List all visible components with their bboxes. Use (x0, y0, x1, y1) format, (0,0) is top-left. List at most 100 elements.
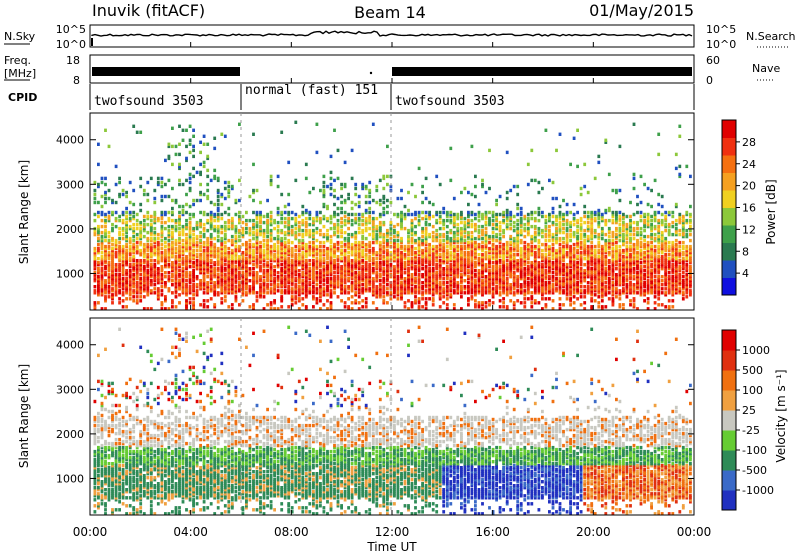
data-cell (220, 253, 224, 257)
data-cell (213, 289, 217, 293)
data-cell (431, 257, 435, 261)
data-cell (526, 265, 530, 269)
data-cell (322, 180, 326, 185)
data-cell (245, 291, 248, 295)
data-cell (209, 218, 213, 223)
data-cell (428, 261, 431, 265)
data-cell (336, 285, 340, 289)
data-cell (488, 240, 491, 245)
data-cell (333, 263, 336, 267)
data-cell (460, 212, 463, 217)
data-cell (548, 228, 551, 233)
data-cell (537, 263, 541, 267)
data-cell (241, 291, 245, 295)
data-cell (181, 251, 185, 255)
data-cell (304, 251, 308, 255)
data-cell (241, 263, 245, 267)
data-cell (526, 269, 530, 273)
data-cell (410, 267, 414, 271)
data-cell (533, 232, 537, 237)
data-cell (505, 248, 509, 253)
data-cell (488, 220, 491, 225)
data-cell (368, 242, 372, 247)
data-cell (340, 287, 343, 291)
data-cell (389, 285, 393, 289)
data-cell (340, 216, 343, 221)
data-cell (519, 238, 523, 243)
data-cell (252, 230, 255, 235)
data-cell (354, 263, 358, 267)
data-cell (343, 198, 347, 203)
data-cell (93, 273, 97, 277)
data-cell (533, 259, 537, 263)
data-cell (474, 279, 477, 283)
data-cell (118, 253, 121, 257)
data-cell (132, 279, 136, 283)
data-cell (192, 144, 195, 149)
data-cell (245, 259, 248, 263)
data-cell (167, 210, 171, 215)
data-cell (181, 273, 185, 277)
data-cell (541, 253, 544, 257)
data-cell (488, 277, 491, 281)
data-cell (350, 218, 354, 223)
data-cell (304, 287, 308, 291)
data-cell (438, 269, 442, 273)
data-cell (407, 275, 410, 279)
data-cell (438, 240, 442, 245)
data-cell (192, 248, 195, 253)
data-cell (308, 263, 312, 267)
data-cell (558, 279, 562, 283)
data-cell (488, 281, 491, 285)
data-cell (304, 273, 308, 277)
data-cell (350, 206, 354, 211)
data-cell (488, 263, 491, 267)
data-cell (262, 251, 266, 255)
data-cell (519, 275, 523, 279)
data-cell (502, 271, 505, 275)
data-cell (266, 248, 269, 253)
data-cell (167, 218, 171, 223)
data-cell (259, 261, 262, 265)
data-cell (160, 232, 164, 237)
data-cell (336, 263, 340, 267)
data-cell (273, 279, 276, 283)
data-cell (118, 226, 121, 231)
data-cell (269, 279, 273, 283)
data-cell (382, 261, 386, 265)
data-cell (428, 255, 431, 259)
data-cell (368, 283, 372, 287)
data-cell (378, 269, 382, 273)
data-cell (156, 259, 160, 263)
data-cell (93, 271, 97, 275)
data-cell (245, 257, 248, 261)
data-cell (481, 184, 484, 189)
data-cell (484, 246, 488, 251)
data-cell (164, 257, 167, 261)
data-cell (558, 287, 562, 291)
data-cell (378, 226, 382, 231)
data-cell (213, 146, 217, 151)
data-cell (93, 200, 97, 205)
data-cell (498, 220, 502, 225)
data-cell (382, 234, 386, 239)
data-cell (498, 279, 502, 283)
data-cell (343, 182, 347, 187)
data-cell (111, 255, 114, 259)
data-cell (389, 251, 393, 255)
data-cell (474, 275, 477, 279)
data-cell (283, 246, 287, 251)
data-cell (132, 265, 136, 269)
data-cell (424, 255, 428, 259)
data-cell (135, 251, 139, 255)
data-cell (223, 253, 227, 257)
data-cell (322, 240, 326, 245)
data-cell (294, 271, 298, 275)
data-cell (280, 257, 284, 261)
data-cell (259, 291, 262, 295)
data-cell (526, 271, 530, 275)
data-cell (174, 246, 178, 251)
data-cell (97, 230, 100, 235)
data-cell (350, 212, 354, 217)
data-cell (213, 251, 217, 255)
